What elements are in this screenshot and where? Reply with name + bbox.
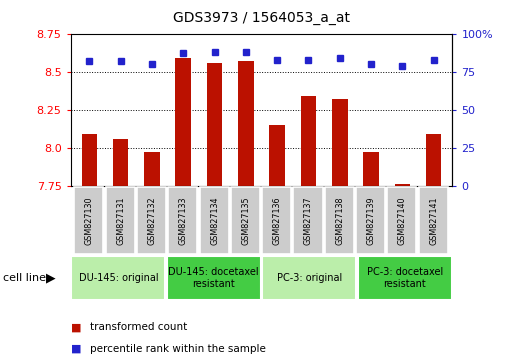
FancyBboxPatch shape [74,187,104,254]
Text: GSM827130: GSM827130 [85,196,94,245]
Bar [426,134,441,186]
FancyBboxPatch shape [262,187,291,254]
Bar [363,152,379,186]
FancyBboxPatch shape [293,187,323,254]
Text: GSM827134: GSM827134 [210,196,219,245]
Bar [394,184,410,186]
FancyBboxPatch shape [200,187,229,254]
Text: GSM827141: GSM827141 [429,196,438,245]
Text: GSM827133: GSM827133 [179,196,188,245]
FancyBboxPatch shape [388,187,416,254]
Text: cell line: cell line [3,273,46,283]
FancyBboxPatch shape [71,256,165,299]
Bar [238,61,254,186]
FancyBboxPatch shape [106,187,135,254]
Text: GDS3973 / 1564053_a_at: GDS3973 / 1564053_a_at [173,11,350,25]
Bar [144,152,160,186]
FancyBboxPatch shape [356,187,385,254]
Bar [207,63,222,186]
Bar [332,99,348,186]
Text: ■: ■ [71,322,81,332]
Text: GSM827137: GSM827137 [304,196,313,245]
FancyBboxPatch shape [167,256,261,299]
Text: PC-3: docetaxel
resistant: PC-3: docetaxel resistant [367,267,443,289]
FancyBboxPatch shape [325,187,354,254]
FancyBboxPatch shape [262,256,356,299]
Text: PC-3: original: PC-3: original [277,273,342,283]
Bar [175,58,191,186]
Text: GSM827136: GSM827136 [272,196,282,245]
Bar [113,139,129,186]
Text: transformed count: transformed count [90,322,188,332]
Text: GSM827132: GSM827132 [147,196,156,245]
Text: GSM827140: GSM827140 [398,196,407,245]
Text: GSM827131: GSM827131 [116,196,125,245]
Bar [269,125,285,186]
Text: DU-145: docetaxel
resistant: DU-145: docetaxel resistant [168,267,259,289]
FancyBboxPatch shape [231,187,260,254]
Text: DU-145: original: DU-145: original [78,273,158,283]
FancyBboxPatch shape [137,187,166,254]
Bar [82,134,97,186]
FancyBboxPatch shape [358,256,452,299]
FancyBboxPatch shape [418,187,448,254]
Text: ■: ■ [71,344,81,354]
Text: GSM827135: GSM827135 [241,196,251,245]
FancyBboxPatch shape [168,187,197,254]
Text: GSM827138: GSM827138 [335,196,344,245]
Text: percentile rank within the sample: percentile rank within the sample [90,344,266,354]
Text: ▶: ▶ [47,272,56,284]
Bar [301,96,316,186]
Text: GSM827139: GSM827139 [367,196,376,245]
